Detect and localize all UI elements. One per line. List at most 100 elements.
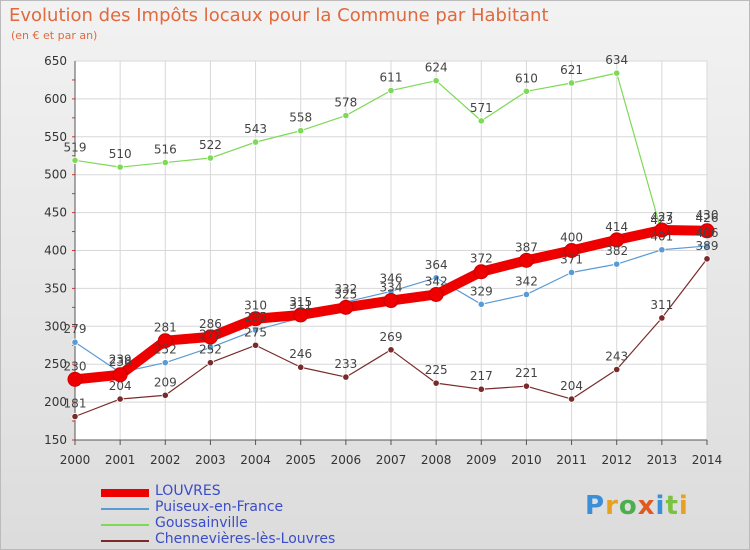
legend-swatch-louvres (101, 489, 149, 497)
data-point-chennevi-res-l-s-louvres (251, 341, 260, 349)
data-label-goussainville: 571 (470, 101, 493, 115)
data-label-puiseux-en-france: 371 (560, 252, 583, 266)
data-point-puiseux-en-france (658, 246, 666, 254)
data-label-louvres: 230 (64, 359, 87, 373)
data-point-louvres (699, 223, 715, 239)
y-tick-label-150: 150 (44, 433, 67, 447)
logo-letter: i (678, 491, 689, 521)
data-label-goussainville: 423 (650, 213, 673, 227)
x-tick-label-2009: 2009 (466, 453, 497, 467)
data-point-chennevi-res-l-s-louvres (703, 255, 711, 263)
data-point-louvres (202, 329, 218, 345)
data-label-chennevi-res-l-s-louvres: 204 (560, 379, 583, 393)
x-tick-label-2005: 2005 (285, 453, 316, 467)
data-label-louvres: 400 (560, 231, 583, 245)
data-point-puiseux-en-france (613, 260, 621, 268)
data-point-goussainville (342, 111, 350, 120)
x-tick-label-2011: 2011 (556, 453, 587, 467)
data-label-goussainville: 522 (199, 138, 222, 152)
data-point-goussainville (297, 127, 305, 135)
data-label-puiseux-en-france: 311 (289, 298, 312, 312)
data-label-goussainville: 610 (515, 71, 538, 85)
data-label-louvres: 426 (696, 211, 719, 225)
legend-label-goussainville: Goussainville (155, 515, 248, 531)
data-point-goussainville (387, 86, 395, 95)
data-label-chennevi-res-l-s-louvres: 221 (515, 366, 538, 380)
data-point-puiseux-en-france (477, 300, 485, 308)
logo-letter: x (637, 491, 656, 521)
data-label-puiseux-en-france: 272 (199, 328, 222, 342)
data-label-chennevi-res-l-s-louvres: 311 (650, 298, 673, 312)
x-tick-label-2008: 2008 (421, 453, 452, 467)
data-label-louvres: 414 (605, 220, 628, 234)
data-label-puiseux-en-france: 382 (605, 244, 628, 258)
data-point-chennevi-res-l-s-louvres (432, 379, 440, 387)
data-label-goussainville: 621 (560, 63, 583, 77)
data-point-goussainville (432, 77, 440, 85)
data-point-louvres (654, 222, 670, 238)
x-tick-label-2012: 2012 (601, 453, 632, 467)
data-label-puiseux-en-france: 252 (154, 343, 177, 357)
y-tick-label-200: 200 (44, 395, 67, 409)
data-label-louvres: 334 (380, 281, 403, 295)
data-label-louvres: 342 (425, 274, 448, 288)
proxiti-logo: Proxiti (585, 491, 689, 521)
data-label-louvres: 315 (289, 295, 312, 309)
data-label-louvres: 372 (470, 252, 493, 266)
data-label-chennevi-res-l-s-louvres: 233 (334, 357, 357, 371)
data-point-chennevi-res-l-s-louvres (567, 395, 576, 403)
legend-label-chennevieres: Chennevières-lès-Louvres (155, 531, 336, 547)
data-point-louvres (518, 252, 534, 268)
data-label-puiseux-en-france: 364 (425, 258, 448, 272)
data-label-louvres: 310 (244, 299, 267, 313)
data-label-puiseux-en-france: 279 (64, 322, 87, 336)
data-point-goussainville (206, 154, 215, 162)
data-point-louvres (293, 307, 309, 323)
data-point-louvres (157, 333, 173, 349)
data-point-chennevi-res-l-s-louvres (71, 412, 79, 421)
data-label-goussainville: 578 (334, 96, 357, 110)
data-point-puiseux-en-france (71, 338, 79, 346)
data-label-puiseux-en-france: 239 (109, 353, 132, 367)
y-tick-label-600: 600 (44, 92, 67, 106)
data-label-chennevi-res-l-s-louvres: 275 (244, 325, 267, 339)
chart-subtitle: (en € et par an) (11, 29, 98, 42)
x-tick-label-2007: 2007 (376, 453, 407, 467)
data-point-goussainville (477, 117, 485, 125)
legend-swatch-puiseux (101, 508, 149, 510)
x-tick-label-2014: 2014 (692, 453, 723, 467)
data-point-chennevi-res-l-s-louvres (116, 395, 124, 403)
data-point-chennevi-res-l-s-louvres (477, 385, 485, 393)
y-tick-label-400: 400 (44, 244, 67, 258)
data-point-chennevi-res-l-s-louvres (658, 314, 666, 322)
data-label-chennevi-res-l-s-louvres: 246 (289, 347, 312, 361)
data-label-puiseux-en-france: 401 (650, 230, 673, 244)
data-point-louvres (338, 299, 354, 315)
data-point-puiseux-en-france (567, 268, 576, 277)
data-label-goussainville: 634 (605, 53, 628, 67)
legend-label-puiseux: Puiseux-en-France (155, 499, 284, 515)
data-point-puiseux-en-france (251, 326, 260, 334)
data-point-louvres (473, 264, 489, 280)
y-tick-label-650: 650 (44, 54, 67, 68)
data-point-chennevi-res-l-s-louvres (297, 363, 305, 371)
data-label-chennevi-res-l-s-louvres: 389 (696, 239, 719, 253)
data-point-goussainville (567, 79, 576, 87)
data-label-louvres: 387 (515, 240, 538, 254)
data-label-puiseux-en-france: 346 (380, 271, 403, 285)
x-tick-label-2002: 2002 (150, 453, 181, 467)
data-point-louvres (112, 367, 128, 383)
chart-title: Evolution des Impôts locaux pour la Comm… (9, 5, 549, 26)
data-label-puiseux-en-france: 332 (334, 282, 357, 296)
data-point-chennevi-res-l-s-louvres (387, 346, 395, 354)
data-point-goussainville (71, 156, 79, 164)
data-point-puiseux-en-france (522, 290, 531, 299)
data-point-goussainville (251, 138, 260, 146)
y-tick-label-450: 450 (44, 206, 67, 220)
data-label-louvres: 286 (199, 317, 222, 331)
data-point-chennevi-res-l-s-louvres (613, 365, 621, 374)
logo-letter: i (655, 491, 666, 521)
x-tick-label-2000: 2000 (60, 453, 91, 467)
data-point-louvres (248, 311, 264, 327)
